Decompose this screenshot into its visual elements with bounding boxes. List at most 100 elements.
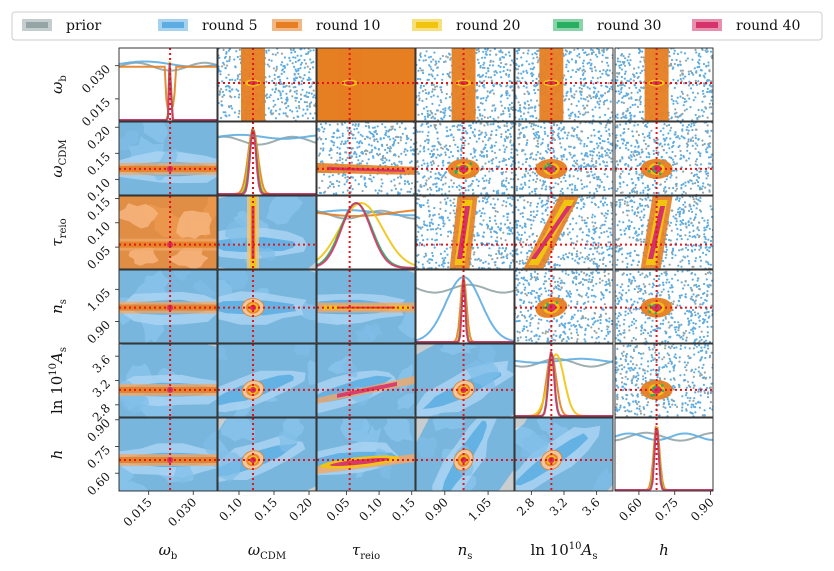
- sample-point: [499, 65, 502, 69]
- sample-point: [224, 114, 227, 117]
- sample-point: [501, 51, 504, 54]
- sample-point: [655, 149, 658, 152]
- sample-point: [489, 76, 493, 79]
- sample-point: [620, 75, 624, 79]
- sample-point: [421, 123, 424, 126]
- sample-point: [531, 79, 535, 82]
- sample-point: [572, 154, 575, 157]
- sample-point: [446, 72, 449, 76]
- sample-point: [482, 187, 485, 190]
- sample-point: [441, 257, 444, 260]
- sample-point: [533, 216, 537, 219]
- sample-point: [432, 83, 435, 86]
- sample-point: [675, 176, 678, 179]
- sample-point: [430, 266, 433, 269]
- sample-point: [471, 179, 474, 183]
- sample-point: [403, 180, 407, 183]
- sample-point: [445, 147, 448, 150]
- sample-point: [416, 254, 419, 257]
- sample-point: [634, 151, 637, 154]
- sample-point: [581, 256, 584, 259]
- sample-point: [506, 253, 509, 256]
- sample-point: [436, 66, 439, 69]
- sample-point: [267, 49, 270, 52]
- sample-point: [605, 216, 608, 219]
- sample-point: [521, 259, 524, 262]
- sample-point: [394, 187, 397, 190]
- sample-point: [479, 154, 482, 157]
- panel-content: [218, 196, 316, 269]
- sample-point: [635, 130, 638, 133]
- sample-point: [418, 244, 421, 247]
- sample-point: [434, 239, 437, 242]
- sample-point: [561, 192, 565, 195]
- sample-point: [570, 103, 573, 106]
- sample-point: [689, 70, 693, 73]
- sample-point: [695, 179, 698, 182]
- sample-point: [398, 160, 401, 163]
- marginal-line: [218, 128, 316, 195]
- sample-point: [541, 156, 544, 159]
- sample-point: [424, 252, 427, 255]
- panel-omega_cdm-omega_cdm: [217, 121, 317, 196]
- sample-point: [485, 72, 488, 75]
- sample-point: [317, 154, 321, 157]
- sample-point: [472, 122, 475, 125]
- sample-point: [457, 124, 460, 127]
- sample-point: [606, 61, 609, 64]
- sample-point: [409, 146, 412, 149]
- sample-point: [496, 257, 499, 260]
- sample-point: [392, 142, 395, 145]
- sample-point: [293, 90, 296, 93]
- sample-point: [584, 152, 588, 155]
- sample-point: [623, 64, 627, 67]
- sample-point: [629, 78, 632, 81]
- sample-point: [672, 78, 675, 81]
- legend-label: round 5: [202, 18, 257, 34]
- sample-point: [679, 60, 682, 63]
- sample-point: [482, 231, 486, 234]
- panel-content: [515, 48, 613, 121]
- sample-point: [681, 72, 684, 75]
- sample-point: [434, 172, 437, 175]
- sample-point: [300, 83, 303, 86]
- sample-point: [590, 67, 593, 70]
- sample-point: [364, 125, 368, 128]
- sample-point: [468, 136, 472, 140]
- sample-point: [570, 188, 573, 191]
- sample-point: [582, 84, 585, 88]
- sample-point: [509, 69, 512, 72]
- sample-point: [615, 72, 619, 75]
- sample-point: [530, 99, 533, 102]
- sample-point: [225, 76, 228, 79]
- sample-point: [335, 192, 338, 195]
- sample-point: [428, 56, 431, 59]
- sample-point: [581, 62, 585, 65]
- sample-point: [484, 186, 487, 189]
- sample-point: [573, 84, 576, 87]
- sample-point: [560, 180, 563, 183]
- sample-point: [425, 179, 428, 182]
- sample-point: [444, 176, 447, 179]
- sample-point: [663, 139, 666, 142]
- sample-point: [680, 183, 683, 187]
- sample-point: [500, 135, 503, 138]
- sample-point: [559, 257, 563, 260]
- sample-point: [223, 63, 226, 66]
- sample-point: [482, 148, 485, 151]
- sample-point: [631, 209, 634, 212]
- sample-point: [308, 102, 311, 105]
- sample-point: [624, 227, 628, 230]
- sample-point: [610, 247, 613, 250]
- sample-point: [422, 59, 425, 62]
- sample-point: [470, 182, 473, 185]
- sample-point: [689, 138, 693, 141]
- sample-point: [437, 164, 440, 167]
- sample-point: [701, 143, 704, 147]
- sample-point: [662, 189, 666, 193]
- sample-point: [616, 75, 619, 78]
- sample-point: [456, 146, 459, 149]
- sample-point: [630, 97, 633, 100]
- sample-point: [396, 135, 399, 138]
- sample-point: [423, 150, 426, 153]
